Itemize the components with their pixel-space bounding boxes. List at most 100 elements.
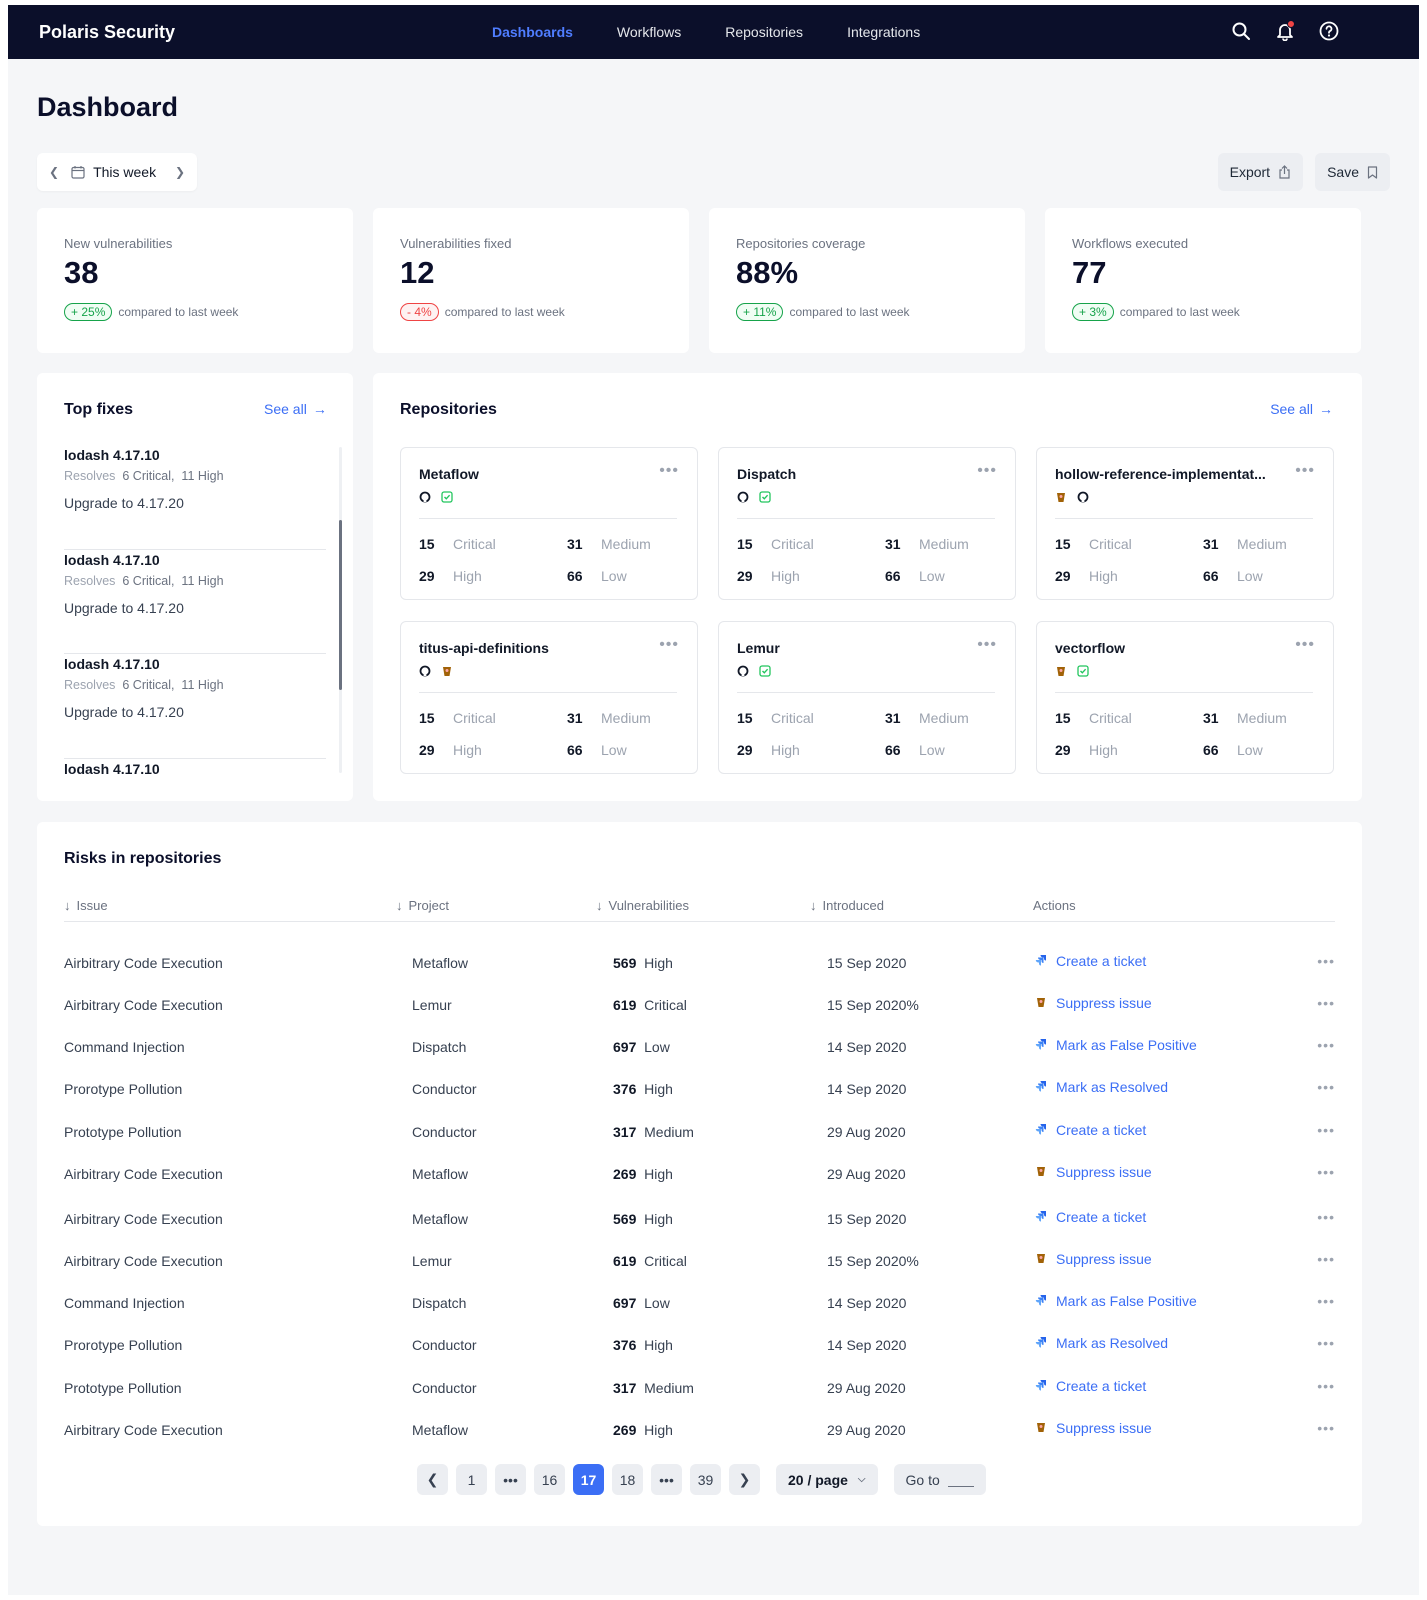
table-row: Airbitrary Code Execution Metaflow 269 Hig… — [64, 1420, 1335, 1452]
next-week-chevron-icon[interactable]: ❯ — [174, 165, 185, 179]
more-options-icon[interactable]: ••• — [1317, 1209, 1335, 1225]
sort-arrow-icon: ↓ — [64, 898, 71, 913]
more-options-icon[interactable]: ••• — [1317, 1335, 1335, 1351]
repository-card[interactable]: Metaflow ••• 15 Critical 31 Medium 29 High 66 Low — [400, 447, 698, 600]
stat-label: Workflows executed — [1072, 236, 1189, 251]
list-item[interactable]: lodash 4.17.10 — [64, 759, 326, 776]
more-options-icon[interactable]: ••• — [1317, 1079, 1335, 1095]
week-selector[interactable]: This week — [71, 164, 163, 180]
low-count: 66 Low — [567, 568, 627, 584]
row-action-link[interactable]: Suppress issue — [1035, 1251, 1152, 1267]
more-options-icon[interactable]: ••• — [659, 636, 679, 653]
search-icon[interactable] — [1229, 19, 1253, 43]
more-options-icon[interactable]: ••• — [1317, 953, 1335, 969]
page-size-label: 20 / page — [788, 1471, 848, 1488]
next-page-chevron-icon[interactable]: ❯ — [729, 1464, 760, 1495]
check-icon — [441, 490, 453, 508]
goto-page-input[interactable] — [947, 1472, 974, 1487]
help-icon[interactable] — [1317, 19, 1341, 43]
repository-card[interactable]: Dispatch ••• 15 Critical 31 Medium 29 High 66 Low — [718, 447, 1016, 600]
bell-icon[interactable] — [1273, 19, 1297, 43]
column-header-actions: Actions — [1033, 898, 1076, 913]
risks-panel: Risks in repositories ↓ Issue ↓ Project ↓ V… — [37, 822, 1362, 1526]
row-action-link[interactable]: Mark as Resolved — [1035, 1335, 1168, 1351]
table-row: Airbitrary Code Execution Lemur 619 Critic… — [64, 995, 1335, 1027]
page-ellipsis[interactable]: ••• — [651, 1464, 682, 1495]
nav-link-workflows[interactable]: Workflows — [616, 24, 682, 40]
more-options-icon[interactable]: ••• — [1317, 1293, 1335, 1309]
prev-week-chevron-icon[interactable]: ❮ — [49, 165, 60, 179]
more-options-icon[interactable]: ••• — [977, 462, 997, 479]
row-action-link[interactable]: Create a ticket — [1035, 953, 1146, 969]
github-icon — [419, 490, 431, 508]
introduced-cell: 15 Sep 2020% — [827, 1253, 919, 1269]
page-size-select[interactable]: 20 / page ⌵ — [776, 1464, 878, 1495]
list-item[interactable]: lodash 4.17.10 Resolves 6 Critical, 11 H… — [64, 654, 326, 759]
column-header-vulnerabilities[interactable]: ↓ Vulnerabilities — [596, 898, 689, 913]
chevron-down-icon: ⌵ — [857, 1474, 866, 1485]
stat-value: 38 — [64, 255, 99, 290]
more-options-icon[interactable]: ••• — [977, 636, 997, 653]
fix-upgrade: Upgrade to 4.17.20 — [64, 704, 184, 720]
more-options-icon[interactable]: ••• — [1317, 1251, 1335, 1267]
stat-label: Vulnerabilities fixed — [400, 236, 512, 251]
fix-upgrade: Upgrade to 4.17.20 — [64, 599, 184, 616]
brand-logo[interactable]: Polaris Security — [39, 22, 176, 42]
page-button[interactable]: 1 — [456, 1464, 487, 1495]
page-button[interactable]: 39 — [690, 1464, 721, 1495]
column-header-project[interactable]: ↓ Project — [396, 898, 449, 913]
page-ellipsis[interactable]: ••• — [495, 1464, 526, 1495]
save-button[interactable]: Save — [1315, 153, 1390, 191]
row-action-link[interactable]: Mark as Resolved — [1035, 1079, 1168, 1095]
list-item[interactable]: lodash 4.17.10 Resolves 6 Critical, 11 H… — [64, 550, 326, 654]
repositories-see-all-link[interactable]: See all → — [1270, 401, 1333, 417]
bitbucket-icon — [1035, 995, 1047, 1011]
column-header-issue[interactable]: ↓ Issue — [64, 898, 108, 913]
row-action-link[interactable]: Create a ticket — [1035, 1122, 1146, 1138]
stat-label: New vulnerabilities — [64, 236, 173, 251]
repository-card[interactable]: hollow-reference-implementat... ••• 15 Crit… — [1036, 447, 1334, 600]
nav-link-dashboards[interactable]: Dashboards — [492, 24, 573, 40]
row-action-link[interactable]: Suppress issue — [1035, 995, 1152, 1011]
calendar-icon — [71, 166, 85, 179]
repository-card[interactable]: titus-api-definitions ••• 15 Critical 31 Medi… — [400, 621, 698, 774]
more-options-icon[interactable]: ••• — [1295, 636, 1315, 653]
repository-card[interactable]: vectorflow ••• 15 Critical 31 Medium 29 High 66 L… — [1036, 621, 1334, 774]
more-options-icon[interactable]: ••• — [1317, 1037, 1335, 1053]
high-count: 29 High — [737, 568, 800, 584]
repository-card[interactable]: Lemur ••• 15 Critical 31 Medium 29 High 66 Low — [718, 621, 1016, 774]
page-button[interactable]: 16 — [534, 1464, 565, 1495]
repository-name: titus-api-definitions — [419, 640, 549, 656]
row-action-link[interactable]: Suppress issue — [1035, 1420, 1152, 1436]
page-button[interactable]: 18 — [612, 1464, 643, 1495]
vulnerabilities-cell: 317 Medium — [613, 1124, 694, 1140]
top-fixes-see-all-link[interactable]: See all → — [264, 401, 327, 417]
stat-compare: + 3% compared to last week — [1072, 303, 1334, 321]
more-options-icon[interactable]: ••• — [1317, 1378, 1335, 1394]
row-action-link[interactable]: Mark as False Positive — [1035, 1293, 1197, 1309]
list-item[interactable]: lodash 4.17.10 Resolves 6 Critical, 11 H… — [64, 445, 326, 550]
introduced-cell: 14 Sep 2020 — [827, 1081, 907, 1097]
page-button[interactable]: 17 — [573, 1464, 604, 1495]
more-options-icon[interactable]: ••• — [659, 462, 679, 479]
row-action-link[interactable]: Mark as False Positive — [1035, 1037, 1197, 1053]
stat-card-vulnerabilities-fixed: Vulnerabilities fixed 12 - 4% compared t… — [373, 208, 689, 353]
export-button[interactable]: Export — [1217, 153, 1304, 191]
more-options-icon[interactable]: ••• — [1317, 1122, 1335, 1138]
prev-page-chevron-icon[interactable]: ❮ — [417, 1464, 448, 1495]
nav-link-repositories[interactable]: Repositories — [725, 24, 804, 40]
more-options-icon[interactable]: ••• — [1317, 1420, 1335, 1436]
column-header-introduced[interactable]: ↓ Introduced — [810, 898, 884, 913]
more-options-icon[interactable]: ••• — [1295, 462, 1315, 479]
jira-icon — [1035, 1079, 1047, 1095]
row-action-link[interactable]: Create a ticket — [1035, 1209, 1146, 1225]
row-action-link[interactable]: Suppress issue — [1035, 1164, 1152, 1180]
row-action-link[interactable]: Create a ticket — [1035, 1378, 1146, 1394]
nav-link-integrations[interactable]: Integrations — [847, 24, 921, 40]
more-options-icon[interactable]: ••• — [1317, 1164, 1335, 1180]
project-cell: Conductor — [412, 1124, 477, 1140]
more-options-icon[interactable]: ••• — [1317, 995, 1335, 1011]
fix-upgrade: Upgrade to 4.17.20 — [64, 495, 184, 511]
table-row: Command Injection Dispatch 697 Low 14 Sep 2… — [64, 1293, 1335, 1325]
scrollbar-thumb[interactable] — [339, 520, 342, 690]
